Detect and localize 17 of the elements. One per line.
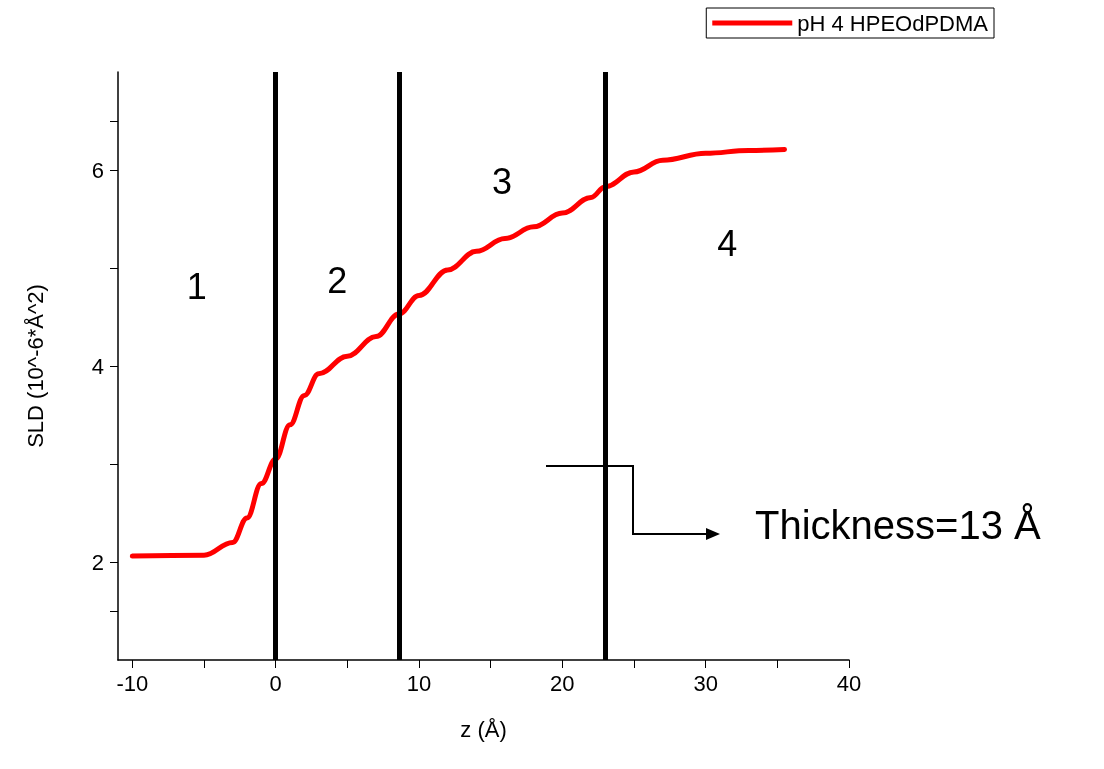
x-tick-label: 10 bbox=[406, 670, 432, 696]
y-tick-label: 4 bbox=[91, 353, 104, 379]
x-axis-title: z (Å) bbox=[460, 716, 507, 742]
annotation: 2 bbox=[327, 259, 348, 301]
legend-label: pH 4 HPEOdPDMA bbox=[797, 10, 989, 36]
annotation: Thickness=13 Å bbox=[755, 503, 1042, 547]
x-tick-label: -10 bbox=[116, 670, 149, 696]
annotation: 4 bbox=[717, 222, 738, 264]
x-tick-label: 40 bbox=[836, 670, 862, 696]
annotation: 1 bbox=[186, 265, 207, 307]
x-tick-label: 20 bbox=[550, 670, 575, 696]
x-tick-label: 30 bbox=[693, 670, 718, 696]
annotation: 3 bbox=[492, 160, 513, 202]
y-tick-label: 2 bbox=[91, 549, 104, 575]
y-tick-label: 6 bbox=[91, 157, 104, 183]
x-tick-label: 0 bbox=[269, 670, 282, 696]
y-axis-title: SLD (10^-6*Å^2) bbox=[22, 284, 48, 448]
